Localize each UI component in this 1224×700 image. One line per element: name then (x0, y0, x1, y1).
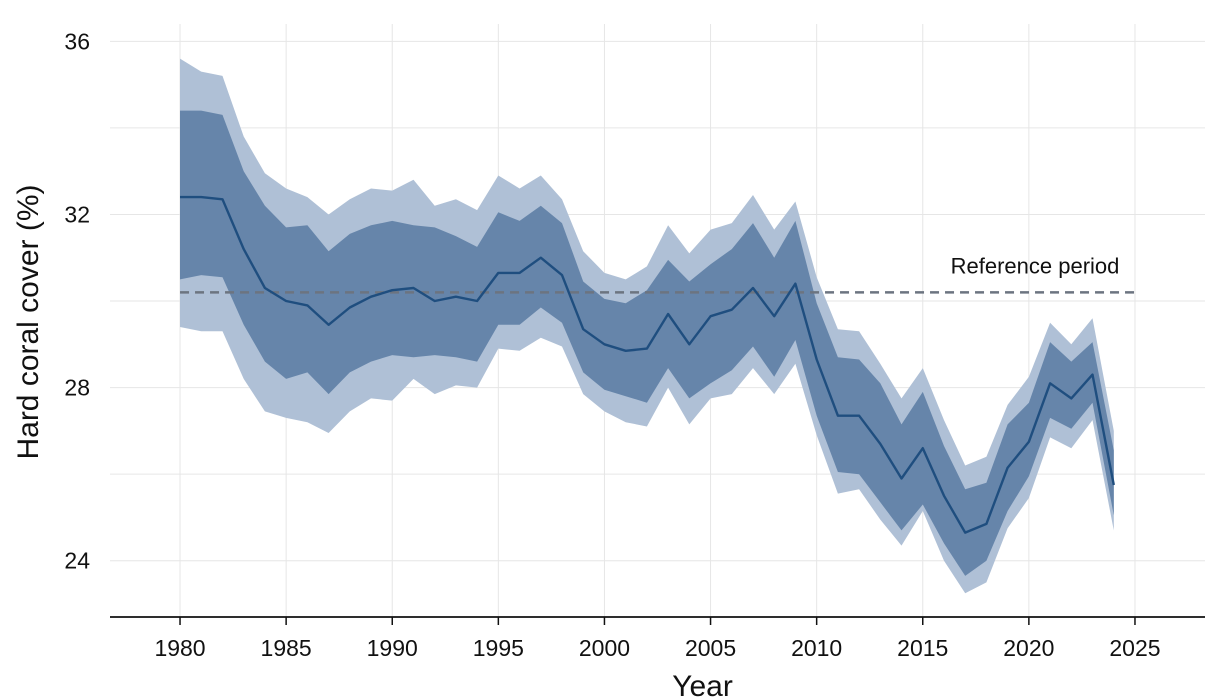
x-tick-label-1990: 1990 (367, 635, 418, 661)
y-tick-label-32: 32 (64, 201, 90, 227)
y-tick-label-28: 28 (64, 375, 90, 401)
x-axis-ticks: 1980 1985 1990 1995 2000 2005 2010 2015 2020 2025 (154, 617, 1161, 661)
y-axis-ticks: 24 28 32 36 (64, 28, 90, 573)
x-tick-label-2000: 2000 (579, 635, 630, 661)
x-tick-label-2015: 2015 (897, 635, 948, 661)
x-tick-label-2010: 2010 (791, 635, 842, 661)
inner-confidence-band (180, 110, 1114, 576)
x-tick-label-1995: 1995 (473, 635, 524, 661)
y-tick-label-36: 36 (64, 28, 90, 54)
mean-cover-line (180, 195, 1115, 534)
x-tick-label-2020: 2020 (1003, 635, 1054, 661)
y-axis-title: Hard coral cover (%) (12, 184, 45, 459)
x-tick-label-1980: 1980 (154, 635, 205, 661)
x-tick-label-1985: 1985 (261, 635, 312, 661)
reference-period-label: Reference period (951, 253, 1120, 278)
x-axis-title: Year (672, 670, 733, 700)
y-tick-label-24: 24 (64, 548, 90, 574)
x-tick-label-2025: 2025 (1109, 635, 1160, 661)
x-tick-label-2005: 2005 (685, 635, 736, 661)
